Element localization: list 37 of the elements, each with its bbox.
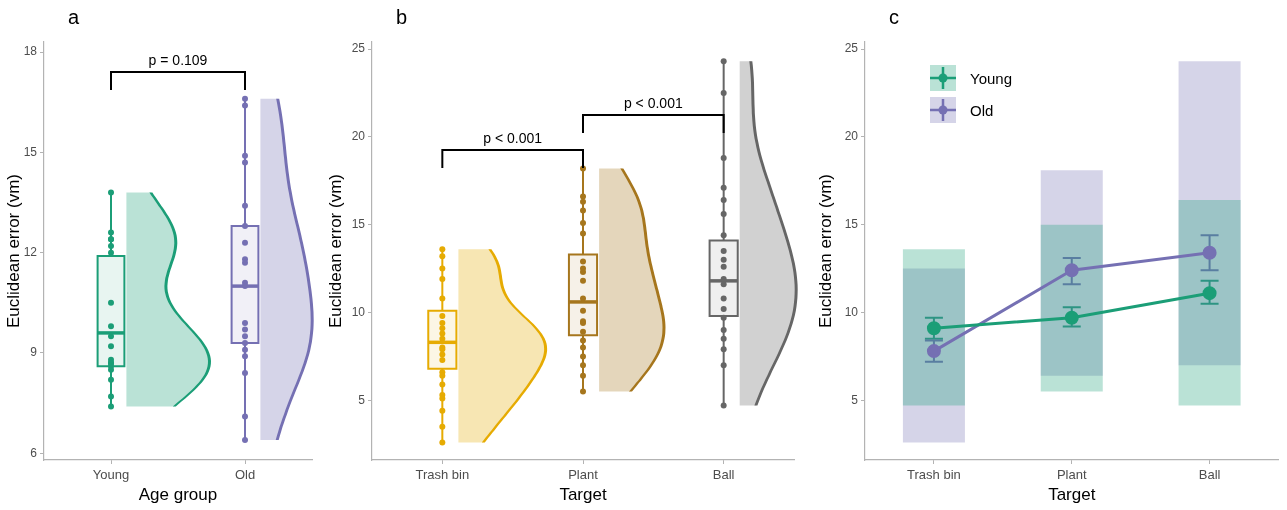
- y-tick-label: 18: [23, 44, 38, 59]
- x-axis-title: Target: [559, 485, 607, 505]
- y-tick-label: 6: [30, 445, 38, 460]
- chart-title: a: [68, 6, 80, 28]
- x-tick-label: Trash bin: [907, 467, 961, 483]
- y-tick-label: 15: [844, 216, 859, 231]
- x-tick-label: Ball: [1198, 467, 1221, 483]
- chart-title: c: [889, 6, 899, 28]
- x-tick-label: Ball: [712, 467, 735, 483]
- y-tick-label: 9: [30, 345, 38, 360]
- legend-label: Old: [970, 101, 994, 119]
- y-axis-title: Euclidean error (vm): [3, 174, 23, 328]
- y-tick-label: 12: [23, 244, 38, 259]
- x-tick-label: Plant: [1056, 467, 1087, 483]
- x-tick-label: Trash bin: [415, 467, 470, 483]
- y-tick-label: 10: [844, 304, 859, 319]
- annotation: p = 0.109: [148, 51, 208, 68]
- y-tick-label: 25: [844, 41, 859, 56]
- chart-title: b: [396, 6, 408, 28]
- y-tick-label: 20: [844, 129, 859, 144]
- y-tick-label: 15: [23, 144, 38, 159]
- y-tick-label: 25: [351, 41, 366, 56]
- legend-label: Young: [970, 69, 1012, 87]
- x-tick-label: Old: [234, 467, 256, 483]
- y-tick-label: 5: [358, 392, 366, 407]
- y-tick-label: 15: [351, 216, 366, 231]
- annotation: p < 0.001: [623, 94, 683, 111]
- annotation: p < 0.001: [483, 129, 543, 146]
- y-tick-label: 20: [351, 129, 366, 144]
- x-axis-title: Age group: [138, 485, 218, 505]
- x-axis-title: Target: [1048, 485, 1096, 505]
- y-axis-title: Euclidean error (vm): [325, 174, 345, 328]
- y-axis-title: Euclidean error (vm): [815, 174, 835, 328]
- y-tick-label: 10: [351, 304, 366, 319]
- x-tick-label: Plant: [568, 467, 599, 483]
- y-tick-label: 5: [851, 392, 859, 407]
- x-tick-label: Young: [92, 467, 130, 483]
